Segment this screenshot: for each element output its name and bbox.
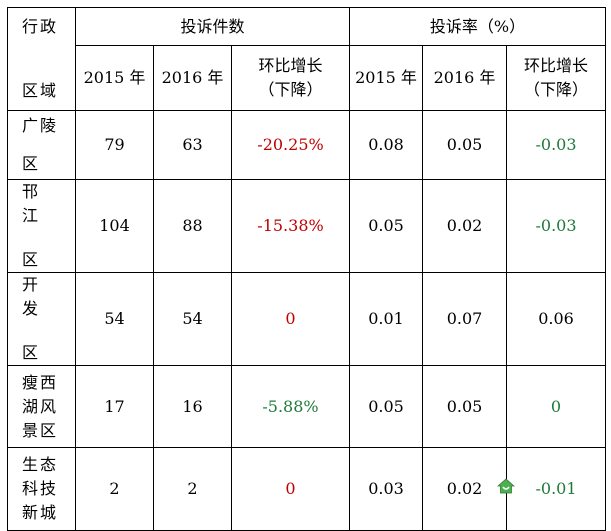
table-row: 生态 科技 新城 2 2 0 0.03 0.02 -0.01 (7, 447, 607, 531)
complaints-table: 行政 区域 投诉件数 投诉率（%） 2015 年 2016 年 环比增长 （下降）… (7, 7, 607, 531)
header-region: 行政 区域 (7, 7, 76, 111)
house-logo-icon (497, 478, 515, 494)
complaints-2015-cell: 79 (75, 110, 154, 180)
rate-change-cell: 0.06 (505, 272, 607, 366)
complaints-2016-cell: 2 (153, 447, 232, 531)
table-row: 开 发区 54 54 0 0.01 0.07 0.06 (7, 272, 607, 366)
rate-change-cell: -0.03 (505, 110, 607, 180)
complaints-change-cell: 0 (231, 272, 350, 366)
header-rate-2016: 2016 年 (422, 45, 507, 111)
complaints-2016-cell: 54 (153, 272, 232, 366)
region-cell: 生态 科技 新城 (7, 447, 76, 531)
header-complaints-group: 投诉件数 (75, 7, 350, 46)
header-rate-group: 投诉率（%） (348, 7, 607, 46)
header-rate-change: 环比增长 （下降） (505, 45, 607, 111)
complaints-2015-cell: 54 (75, 272, 154, 366)
rate-2016-cell: 0.02 (422, 179, 507, 273)
region-cell: 广陵区 (7, 110, 76, 180)
rate-2016-cell: 0.02 (422, 447, 507, 531)
region-cell: 开 发区 (7, 272, 76, 366)
header-complaints-change: 环比增长 （下降） (231, 45, 350, 111)
region-cell: 瘦西 湖风 景区 (7, 365, 76, 448)
complaints-2015-cell: 17 (75, 365, 154, 448)
rate-change-cell: -0.01 (505, 447, 607, 531)
complaints-change-cell: -20.25% (231, 110, 350, 180)
rate-change-cell: 0 (505, 365, 607, 448)
rate-2015-cell: 0.08 (349, 110, 423, 180)
complaints-change-cell: -15.38% (231, 179, 350, 273)
complaints-2015-cell: 104 (75, 179, 154, 273)
rate-2015-cell: 0.05 (349, 365, 423, 448)
table-row: 瘦西 湖风 景区 17 16 -5.88% 0.05 0.05 0 (7, 365, 607, 448)
header-rate-2015: 2015 年 (349, 45, 423, 111)
rate-2015-cell: 0.05 (349, 179, 423, 273)
complaints-change-cell: -5.88% (231, 365, 350, 448)
rate-change-cell: -0.03 (505, 179, 607, 273)
complaints-2016-cell: 16 (153, 365, 232, 448)
rate-2016-cell: 0.07 (422, 272, 507, 366)
complaints-change-cell: 0 (231, 447, 350, 531)
rate-2015-cell: 0.01 (349, 272, 423, 366)
header-complaints-2016: 2016 年 (153, 45, 232, 111)
table-row: 邗 江区 104 88 -15.38% 0.05 0.02 -0.03 (7, 179, 607, 273)
rate-2016-cell: 0.05 (422, 365, 507, 448)
complaints-2016-cell: 63 (153, 110, 232, 180)
rate-2015-cell: 0.03 (349, 447, 423, 531)
region-cell: 邗 江区 (7, 179, 76, 273)
complaints-2016-cell: 88 (153, 179, 232, 273)
complaints-2015-cell: 2 (75, 447, 154, 531)
rate-2016-cell: 0.05 (422, 110, 507, 180)
table-row: 广陵区 79 63 -20.25% 0.08 0.05 -0.03 (7, 110, 607, 180)
header-complaints-2015: 2015 年 (75, 45, 154, 111)
